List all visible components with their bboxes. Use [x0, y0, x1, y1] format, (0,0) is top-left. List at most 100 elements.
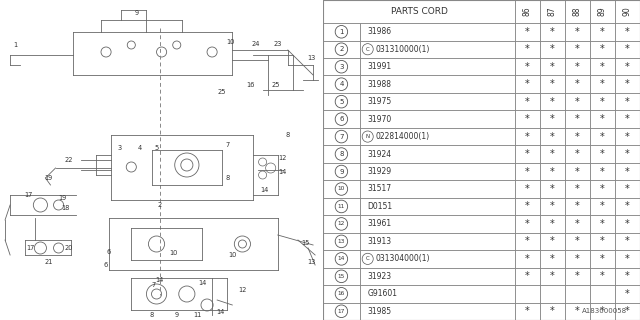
Text: *: *	[525, 271, 530, 281]
Text: 31985: 31985	[367, 307, 392, 316]
Text: *: *	[600, 79, 605, 89]
Bar	[515, 163, 540, 180]
Text: *: *	[600, 254, 605, 264]
Bar	[590, 41, 615, 58]
Bar	[565, 110, 590, 128]
Bar	[540, 23, 565, 41]
Text: 10: 10	[170, 250, 178, 256]
Bar	[515, 58, 540, 76]
Text: 6: 6	[107, 249, 111, 255]
Text: *: *	[550, 166, 555, 177]
Text: *: *	[550, 236, 555, 246]
Text: *: *	[550, 132, 555, 141]
Bar	[360, 268, 515, 285]
Text: 6: 6	[104, 262, 108, 268]
Text: *: *	[525, 62, 530, 72]
Bar	[615, 233, 640, 250]
Bar	[565, 163, 590, 180]
Text: 31913: 31913	[367, 237, 392, 246]
Text: C: C	[366, 47, 369, 52]
Bar	[565, 145, 590, 163]
Bar	[615, 110, 640, 128]
Bar	[540, 180, 565, 198]
Text: 1: 1	[13, 42, 17, 48]
Bar	[565, 268, 590, 285]
Bar	[565, 0, 590, 23]
Text: 031310000(1): 031310000(1)	[376, 45, 430, 54]
Bar	[540, 302, 565, 320]
Text: 31961: 31961	[367, 220, 392, 228]
Bar	[360, 93, 515, 110]
Text: 13: 13	[338, 239, 345, 244]
Bar	[360, 198, 515, 215]
Bar	[540, 268, 565, 285]
Text: *: *	[550, 62, 555, 72]
Text: 21: 21	[44, 259, 52, 265]
Bar	[360, 233, 515, 250]
Text: *: *	[525, 97, 530, 107]
Text: *: *	[625, 166, 630, 177]
Text: 90: 90	[623, 7, 632, 16]
Text: 88: 88	[573, 7, 582, 16]
Bar	[360, 215, 515, 233]
Text: *: *	[525, 132, 530, 141]
Bar	[323, 198, 360, 215]
Text: 4: 4	[137, 145, 141, 151]
Text: *: *	[550, 306, 555, 316]
Bar	[590, 268, 615, 285]
Bar	[540, 76, 565, 93]
Bar	[515, 0, 540, 23]
Bar	[515, 76, 540, 93]
Text: 19: 19	[44, 175, 52, 181]
Text: 11: 11	[193, 312, 201, 318]
Bar	[615, 41, 640, 58]
Text: *: *	[625, 202, 630, 212]
Bar	[565, 250, 590, 268]
Bar	[565, 128, 590, 145]
Bar	[515, 268, 540, 285]
Bar	[360, 128, 515, 145]
Text: *: *	[525, 219, 530, 229]
Bar	[360, 145, 515, 163]
Bar	[615, 58, 640, 76]
Text: N: N	[365, 134, 370, 139]
Text: PARTS CORD: PARTS CORD	[390, 7, 447, 16]
Text: 20: 20	[65, 245, 73, 251]
Bar	[323, 58, 360, 76]
Text: *: *	[550, 271, 555, 281]
Text: *: *	[575, 62, 580, 72]
Bar	[590, 58, 615, 76]
Text: 31924: 31924	[367, 149, 392, 158]
Bar	[515, 215, 540, 233]
Text: 23: 23	[273, 41, 282, 47]
Bar	[565, 180, 590, 198]
Text: 87: 87	[548, 7, 557, 16]
Text: 22: 22	[65, 157, 73, 163]
Bar	[615, 302, 640, 320]
Bar	[565, 23, 590, 41]
Bar	[590, 198, 615, 215]
Text: 17: 17	[338, 309, 345, 314]
Bar	[590, 0, 615, 23]
Text: *: *	[525, 306, 530, 316]
Text: 89: 89	[598, 7, 607, 16]
Text: *: *	[575, 132, 580, 141]
Text: 9: 9	[134, 10, 138, 16]
Bar	[360, 23, 515, 41]
Bar	[323, 180, 360, 198]
Bar	[615, 23, 640, 41]
Bar	[565, 285, 590, 302]
Text: *: *	[600, 236, 605, 246]
Text: *: *	[625, 254, 630, 264]
Text: *: *	[550, 202, 555, 212]
Bar	[615, 285, 640, 302]
Text: 5: 5	[339, 99, 344, 105]
Text: 8: 8	[339, 151, 344, 157]
Bar	[590, 76, 615, 93]
Text: *: *	[625, 79, 630, 89]
Text: *: *	[625, 149, 630, 159]
Text: 5: 5	[154, 145, 159, 151]
Text: *: *	[600, 271, 605, 281]
Text: *: *	[550, 27, 555, 37]
Text: *: *	[600, 27, 605, 37]
